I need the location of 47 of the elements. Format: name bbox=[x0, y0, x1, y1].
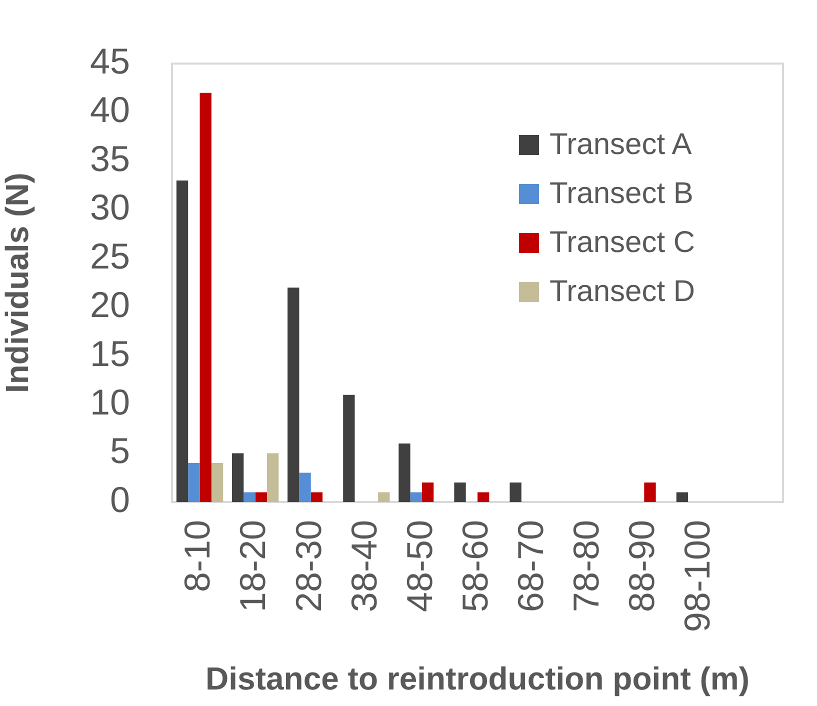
bar bbox=[255, 492, 267, 502]
bar bbox=[510, 482, 522, 502]
bar bbox=[244, 492, 256, 502]
bar bbox=[378, 492, 390, 502]
y-tick-label: 0 bbox=[110, 478, 130, 520]
legend-label: Transect D bbox=[549, 275, 696, 310]
bar bbox=[478, 492, 490, 502]
bar bbox=[288, 288, 300, 502]
bar bbox=[676, 492, 688, 502]
bar bbox=[398, 444, 410, 502]
y-tick-label: 5 bbox=[110, 430, 130, 472]
bar bbox=[176, 180, 188, 502]
y-tick-label: 40 bbox=[90, 89, 130, 130]
y-tick-label: 45 bbox=[90, 40, 130, 82]
x-axis-title: Distance to reintroduction point (m) bbox=[206, 660, 750, 697]
x-tick-label: 88-90 bbox=[621, 520, 662, 612]
y-tick-label: 15 bbox=[90, 332, 130, 374]
bar bbox=[410, 492, 422, 502]
bar bbox=[454, 482, 466, 502]
x-tick-label: 68-70 bbox=[510, 520, 551, 612]
y-tick-label: 10 bbox=[90, 382, 130, 422]
x-tick-label: 28-30 bbox=[288, 520, 329, 612]
legend-label: Transect C bbox=[549, 226, 696, 260]
y-axis-title: Individuals (N) bbox=[0, 172, 36, 394]
x-tick-label: 18-20 bbox=[232, 520, 274, 612]
bar bbox=[266, 453, 279, 502]
legend-label: Transect B bbox=[549, 177, 694, 212]
legend-label: Transect A bbox=[549, 128, 692, 162]
x-tick-label: 38-40 bbox=[343, 520, 384, 612]
bar bbox=[200, 92, 212, 502]
x-tick-label: 98-100 bbox=[676, 520, 718, 632]
y-tick-label: 30 bbox=[90, 186, 130, 228]
bar bbox=[188, 463, 200, 502]
y-tick-label: 25 bbox=[90, 235, 130, 276]
bar bbox=[299, 472, 311, 502]
bar bbox=[644, 482, 656, 502]
bar bbox=[232, 453, 244, 502]
y-tick-label: 35 bbox=[90, 138, 130, 179]
y-tick-label: 20 bbox=[90, 284, 130, 326]
x-tick-label: 8-10 bbox=[176, 520, 218, 592]
x-tick-label: 48-50 bbox=[398, 520, 440, 612]
bar bbox=[422, 482, 434, 502]
bar bbox=[211, 463, 224, 502]
x-tick-label: 78-80 bbox=[566, 520, 607, 612]
bar bbox=[310, 492, 323, 502]
bar bbox=[343, 394, 355, 502]
x-tick-label: 58-60 bbox=[454, 520, 496, 612]
